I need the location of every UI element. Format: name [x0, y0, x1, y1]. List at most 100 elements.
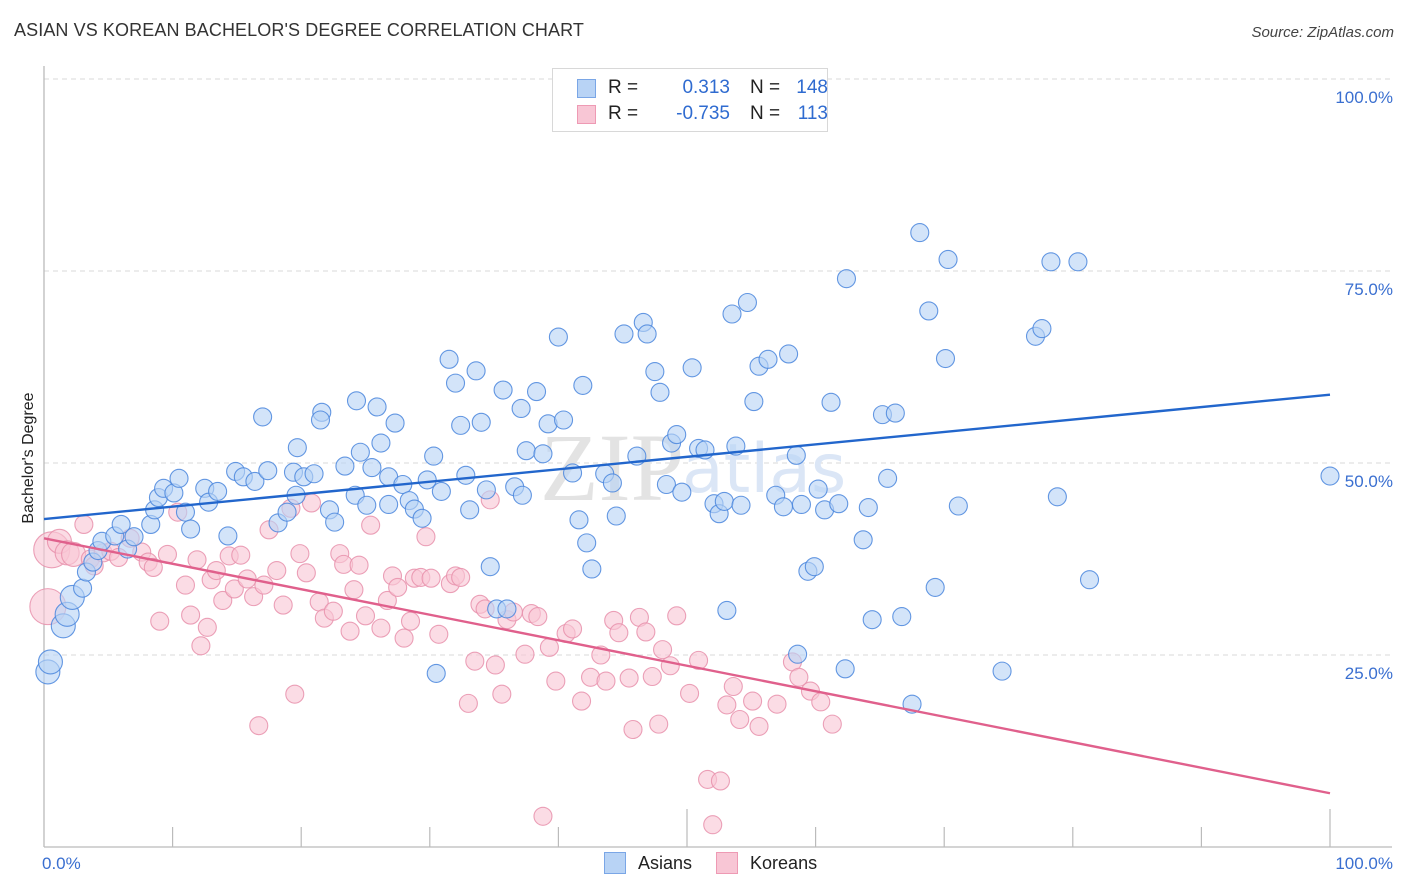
axes	[43, 66, 1392, 848]
asians-point	[682, 358, 702, 378]
koreans-point	[175, 575, 196, 595]
asians-point	[773, 497, 794, 517]
correlation-legend: R = 0.313 N = 148 R = -0.735 N = 113	[552, 68, 828, 132]
legend-label-asians: Asians	[638, 852, 693, 873]
koreans-point	[349, 555, 369, 575]
asians-point	[910, 223, 930, 243]
koreans-point	[660, 656, 680, 676]
koreans-point	[451, 567, 471, 587]
koreans-point	[249, 716, 269, 736]
source-label: Source: ZipAtlas.com	[1251, 24, 1394, 41]
asians-point	[779, 344, 799, 364]
y-tick-label: 75.0%	[1345, 280, 1393, 299]
r-label: R =	[608, 103, 639, 124]
asians-points	[35, 223, 1340, 714]
asians-point	[672, 482, 692, 502]
asians-point	[992, 661, 1012, 681]
asians-point	[476, 480, 496, 500]
asians-point	[645, 362, 665, 382]
koreans-point	[562, 619, 583, 639]
r-label: R =	[608, 77, 639, 98]
koreans-point	[811, 692, 831, 712]
koreans-point	[749, 716, 769, 736]
koreans-point	[546, 671, 566, 691]
asians-point	[516, 441, 536, 461]
asians-point	[885, 403, 905, 423]
trend-lines	[43, 393, 1331, 795]
koreans-point	[344, 580, 364, 600]
asians-point	[862, 610, 882, 630]
asians-point	[548, 327, 568, 347]
koreans-point	[717, 695, 737, 715]
asians-point	[821, 392, 841, 412]
asians-point	[208, 481, 228, 501]
asians-point	[350, 442, 370, 462]
koreans-point	[743, 691, 763, 711]
asians-point	[169, 468, 189, 488]
koreans-point	[224, 579, 244, 599]
legend-item-asians[interactable]: Asians	[604, 852, 692, 874]
asians-point	[938, 249, 958, 270]
koreans-point	[74, 514, 94, 534]
n-value: 113	[797, 103, 828, 124]
asians-point	[371, 433, 391, 453]
koreans-point	[400, 611, 421, 631]
asians-point	[124, 527, 144, 547]
asians-point	[287, 438, 307, 458]
koreans-point	[528, 607, 548, 627]
n-label: N =	[750, 77, 781, 98]
asians-point	[1320, 466, 1340, 486]
koreans-point	[623, 719, 643, 740]
asians-point	[935, 349, 956, 369]
legend-item-koreans[interactable]: Koreans	[716, 852, 817, 874]
koreans-point	[181, 605, 201, 625]
koreans-point	[619, 668, 639, 688]
asians-point	[737, 292, 757, 313]
koreans-point	[285, 684, 305, 704]
asians-point	[480, 557, 500, 577]
asians-swatch	[604, 852, 626, 874]
asians-point	[277, 502, 297, 522]
asians-point	[412, 508, 432, 528]
koreans-point	[187, 550, 207, 570]
koreans-point	[485, 655, 505, 675]
koreans-point	[710, 771, 730, 791]
asians-point	[471, 412, 491, 432]
asians-point	[758, 349, 778, 369]
legend-row-asians: R = 0.313 N = 148	[577, 76, 828, 100]
koreans-point	[596, 671, 616, 691]
asians-point	[614, 324, 634, 344]
asians-point	[577, 533, 597, 553]
koreans-point	[492, 684, 512, 704]
y-tick-label: 25.0%	[1345, 664, 1393, 683]
koreans-point	[150, 611, 170, 631]
koreans-point	[539, 637, 559, 657]
asians-point	[466, 361, 486, 381]
asians-swatch	[577, 78, 596, 98]
koreans-point	[323, 601, 343, 621]
tick-labels: 100.0% 75.0% 50.0% 25.0% 0.0% 100.0%	[42, 88, 1393, 873]
koreans-point	[388, 577, 408, 597]
asians-point	[791, 494, 812, 515]
asians-point	[526, 382, 547, 402]
koreans-point	[355, 606, 376, 626]
r-value: 0.313	[682, 77, 730, 98]
koreans-point	[642, 666, 662, 687]
asians-point	[788, 644, 808, 664]
koreans-point	[653, 640, 673, 660]
asians-point	[511, 398, 531, 419]
asians-point	[1079, 570, 1100, 590]
asians-point	[569, 510, 589, 530]
asians-point	[181, 519, 201, 539]
asians-point	[1032, 319, 1052, 339]
asians-point	[493, 380, 513, 400]
asians-point	[925, 577, 945, 597]
asians-point	[37, 649, 63, 675]
koreans-point	[394, 628, 414, 648]
asians-point	[385, 413, 405, 433]
asians-point	[310, 410, 331, 430]
koreans-point	[143, 557, 163, 577]
asians-point	[218, 526, 238, 546]
grid-lines	[44, 78, 1392, 656]
koreans-point	[416, 527, 436, 547]
